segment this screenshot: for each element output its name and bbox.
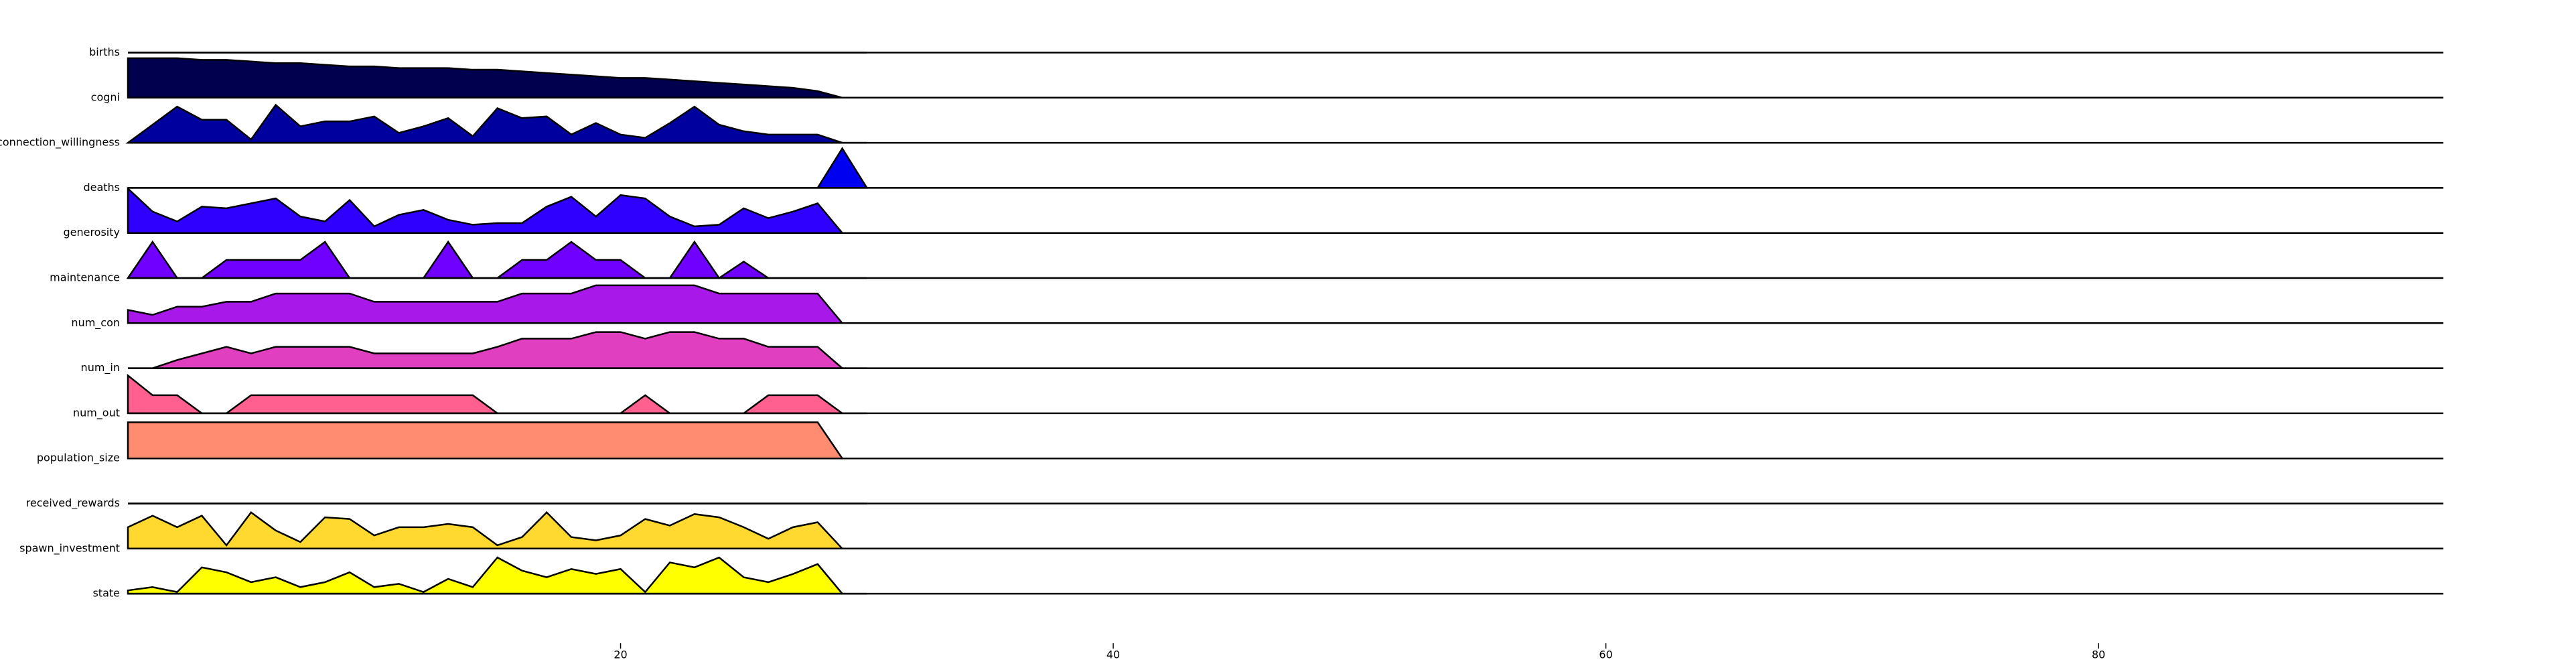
- row-label: state: [92, 587, 120, 600]
- x-tick-label: 60: [1599, 649, 1612, 661]
- row-label: num_in: [81, 361, 120, 375]
- x-tick-label: 40: [1106, 649, 1120, 661]
- ridge-area: [127, 186, 867, 234]
- row-label: num_con: [71, 316, 120, 330]
- row-label: spawn_investment: [19, 541, 120, 555]
- ridge-area: [126, 240, 867, 279]
- ridge-area: [128, 147, 869, 189]
- ridge-area: [127, 373, 867, 415]
- ridge-area: [128, 331, 867, 369]
- x-tick-label: 20: [614, 649, 627, 661]
- ridge-area: [125, 103, 867, 144]
- ridge-area: [127, 556, 867, 595]
- row-label: population_size: [37, 452, 120, 465]
- row-label: maintenance: [50, 271, 120, 284]
- ridge-area: [127, 511, 867, 550]
- row-label: births: [89, 46, 120, 58]
- ridge-area: [127, 421, 867, 460]
- ridge-area: [127, 284, 867, 324]
- row-label: generosity: [63, 226, 120, 239]
- row-label: cogni: [91, 90, 120, 103]
- row-label: connection_willingness: [0, 136, 120, 149]
- row-label: deaths: [83, 181, 120, 194]
- ridge-area: [127, 57, 867, 99]
- x-tick-label: 80: [2092, 649, 2105, 661]
- row-label: received_rewards: [26, 496, 120, 510]
- row-label: num_out: [73, 406, 120, 419]
